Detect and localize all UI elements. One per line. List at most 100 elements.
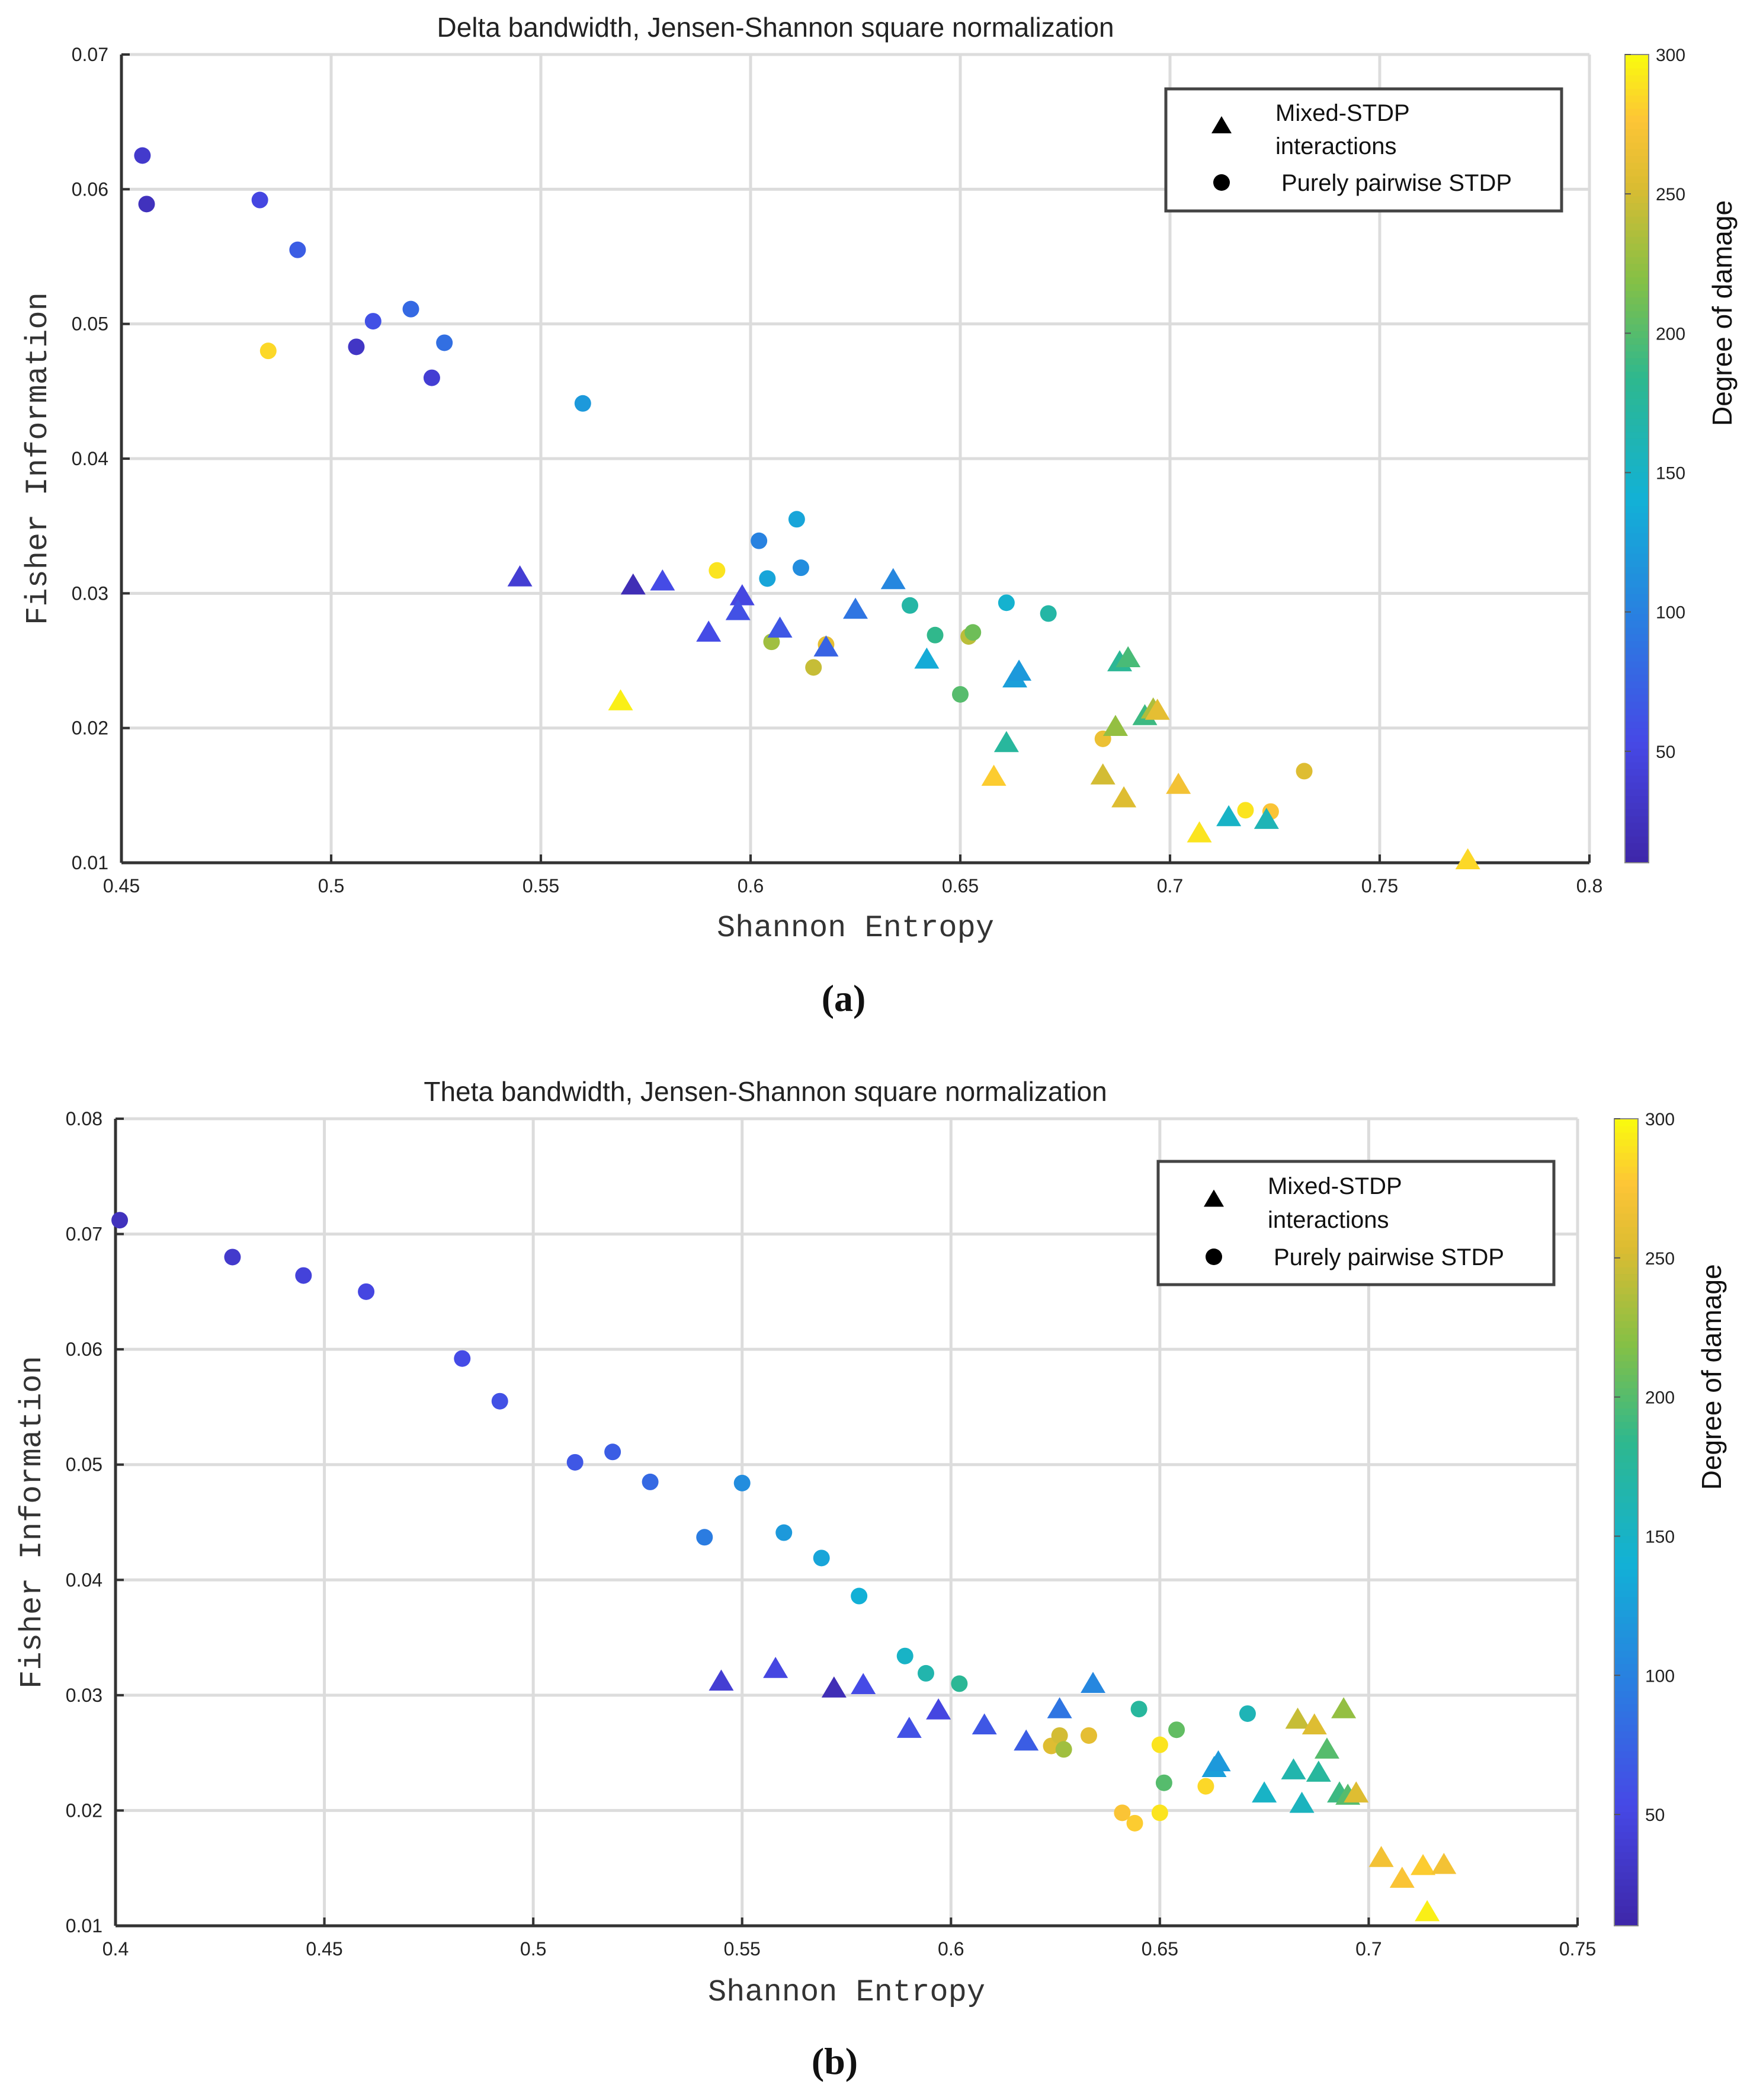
pairwise-stdp-point — [952, 686, 969, 703]
pairwise-stdp-point — [763, 633, 780, 651]
colorbar-segment — [1625, 68, 1649, 76]
colorbar-segment — [1614, 1609, 1638, 1617]
mixed-stdp-point — [725, 598, 751, 620]
colorbar-segment — [1625, 512, 1649, 520]
colorbar-segment — [1625, 566, 1649, 574]
x-tick-label: 0.5 — [318, 875, 344, 897]
colorbar-segment — [1625, 633, 1649, 641]
colorbar-segment — [1614, 1334, 1638, 1342]
colorbar-segment — [1625, 647, 1649, 655]
colorbar-segment — [1614, 1125, 1638, 1133]
mixed-stdp-point — [1331, 1697, 1357, 1718]
colorbar-segment — [1625, 835, 1649, 843]
colorbar-segment — [1614, 1899, 1638, 1906]
colorbar-segment — [1625, 735, 1649, 742]
colorbar-segment — [1625, 61, 1649, 69]
pairwise-stdp-point — [259, 342, 277, 360]
colorbar-segment — [1614, 1892, 1638, 1900]
x-tick-label: 0.6 — [938, 1938, 964, 1960]
colorbar-segment — [1614, 1488, 1638, 1496]
colorbar-tick-label: 200 — [1645, 1388, 1675, 1408]
colorbar-tick-label: 250 — [1656, 185, 1685, 204]
colorbar-segment — [1625, 701, 1649, 709]
colorbar-segment — [1625, 142, 1649, 150]
colorbar-segment — [1614, 1273, 1638, 1281]
colorbar-frame — [1624, 54, 1649, 863]
colorbar-segment — [1625, 75, 1649, 82]
colorbar-segment — [1625, 303, 1649, 311]
x-tick-label: 0.4 — [102, 1938, 129, 1960]
mixed-stdp-point — [1306, 1760, 1331, 1782]
colorbar-segment — [1614, 1186, 1638, 1193]
x-tick-label: 0.75 — [1361, 875, 1398, 897]
pairwise-stdp-point — [111, 1212, 129, 1229]
mixed-stdp-point — [1090, 763, 1116, 785]
mixed-stdp-point — [1431, 1852, 1457, 1874]
colorbar-segment — [1625, 337, 1649, 345]
y-tick-label: 0.06 — [72, 178, 108, 200]
colorbar-segment — [1614, 1630, 1638, 1637]
colorbar-segment — [1625, 317, 1649, 325]
colorbar-segment — [1614, 1677, 1638, 1685]
mixed-stdp-point — [1415, 1900, 1440, 1922]
colorbar-segment — [1614, 1872, 1638, 1880]
colorbar-segment — [1625, 418, 1649, 426]
mixed-stdp-point — [650, 569, 675, 591]
panel-caption: (b) — [812, 2040, 858, 2082]
colorbar-segment — [1614, 1657, 1638, 1664]
y-tick-label: 0.04 — [66, 1569, 102, 1590]
legend-label-pairwise-stdp: Purely pairwise STDP — [1281, 170, 1512, 196]
pairwise-stdp-point — [964, 624, 982, 641]
legend-triangle-marker — [1204, 1189, 1224, 1207]
colorbar-segment — [1625, 533, 1649, 540]
colorbar-segment — [1625, 324, 1649, 332]
colorbar-segment — [1625, 243, 1649, 251]
mixed-stdp-point — [926, 1698, 951, 1720]
colorbar-segment — [1614, 1737, 1638, 1745]
pairwise-stdp-point — [1239, 1705, 1256, 1722]
pairwise-stdp-point — [566, 1454, 584, 1471]
colorbar-segment — [1625, 654, 1649, 661]
colorbar-segment — [1614, 1441, 1638, 1449]
mixed-stdp-point — [709, 1669, 734, 1691]
mixed-stdp-point — [914, 647, 940, 669]
colorbar-segment — [1625, 694, 1649, 702]
colorbar-segment — [1614, 1791, 1638, 1799]
colorbar-segment — [1625, 499, 1649, 507]
colorbar-segment — [1625, 472, 1649, 480]
pairwise-stdp-point — [1151, 1736, 1168, 1753]
colorbar-segment — [1625, 802, 1649, 810]
colorbar-segment — [1614, 1542, 1638, 1550]
colorbar-segment — [1614, 1663, 1638, 1671]
colorbar-segment — [1625, 539, 1649, 547]
colorbar-segment — [1614, 1132, 1638, 1140]
colorbar-segment — [1625, 788, 1649, 796]
colorbar-segment — [1614, 1824, 1638, 1833]
pairwise-stdp-point — [1151, 1804, 1168, 1822]
colorbar-segment — [1614, 1374, 1638, 1382]
colorbar-segment — [1614, 1294, 1638, 1301]
colorbar-segment — [1625, 249, 1649, 257]
colorbar-segment — [1614, 1354, 1638, 1362]
mixed-stdp-point — [1216, 805, 1242, 827]
colorbar-segment — [1614, 1266, 1638, 1275]
colorbar-segment — [1625, 445, 1649, 453]
colorbar-segment — [1625, 600, 1649, 608]
pairwise-stdp-point — [642, 1473, 659, 1490]
pairwise-stdp-point — [224, 1249, 241, 1266]
colorbar-segment — [1614, 1838, 1638, 1846]
colorbar-segment — [1625, 815, 1649, 823]
colorbar-segment — [1614, 1670, 1638, 1678]
colorbar-segment — [1625, 822, 1649, 830]
colorbar-segment — [1625, 209, 1649, 217]
mixed-stdp-point — [1302, 1713, 1327, 1735]
colorbar-segment — [1614, 1468, 1638, 1476]
colorbar-segment — [1614, 1569, 1638, 1577]
colorbar-segment — [1614, 1286, 1638, 1295]
colorbar-segment — [1614, 1367, 1638, 1375]
panel-b: 0.4 0.45 0.5 0.55 0.6 0.65 0.7 0.75 0.01 0.02 0.03… — [15, 1076, 1727, 2082]
colorbar-segment — [1625, 270, 1649, 278]
y-tick-label: 0.07 — [72, 44, 108, 65]
colorbar-segment — [1614, 1139, 1638, 1147]
chart-title: Delta bandwidth, Jensen-Shannon square n… — [437, 12, 1114, 43]
